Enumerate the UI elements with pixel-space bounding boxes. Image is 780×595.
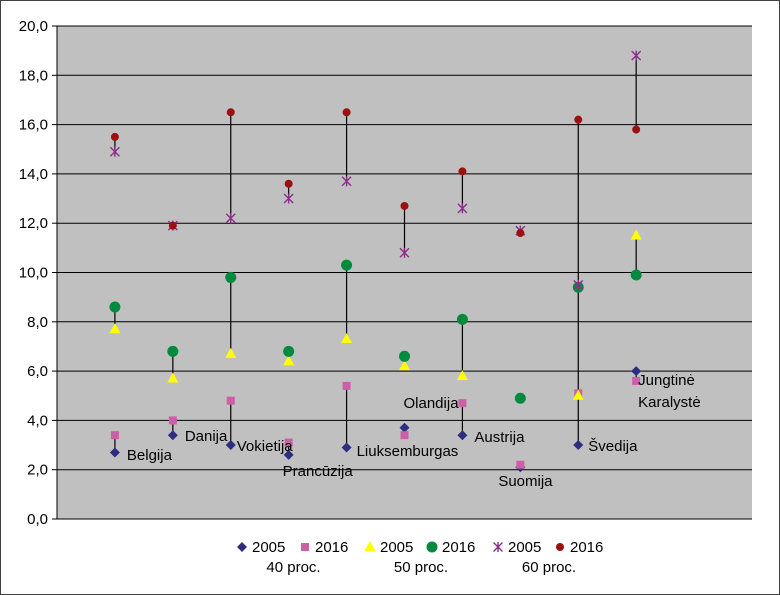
point-cross <box>341 176 352 187</box>
y-tick-label: 20,0 <box>19 18 48 35</box>
point-dot <box>342 108 351 117</box>
point-triangle <box>572 389 584 400</box>
point-cross <box>225 213 236 224</box>
point-circle <box>456 313 468 325</box>
legend-marker <box>556 543 564 551</box>
y-tick-label: 16,0 <box>19 117 48 134</box>
category-label: Austrija <box>474 429 525 447</box>
legend-group-label: 40 proc. <box>266 559 320 576</box>
point-dot <box>284 179 293 188</box>
category-label: Belgija <box>126 447 172 465</box>
point-diamond <box>573 440 584 451</box>
point-circle <box>399 350 410 362</box>
point-circle <box>341 259 353 271</box>
point-circle <box>514 392 526 404</box>
category-label: Jungtinė Karalystė <box>638 372 701 412</box>
point-triangle <box>341 333 353 344</box>
point-cross <box>573 279 584 290</box>
point-circle <box>167 345 179 357</box>
y-tick-label: 18,0 <box>19 67 48 84</box>
legend-label: 2005 <box>252 539 285 556</box>
point-triangle <box>399 360 410 371</box>
legend-label: 2016 <box>442 539 475 556</box>
point-dot <box>168 221 177 230</box>
category-label: Danija <box>184 428 228 446</box>
category-label: Olandija <box>403 394 459 412</box>
category-label: Suomija <box>498 473 553 491</box>
point-triangle <box>109 323 121 334</box>
point-triangle <box>630 229 642 240</box>
legend-label: 2016 <box>315 539 348 556</box>
point-diamond <box>283 449 294 460</box>
point-circle <box>109 301 121 313</box>
point-diamond <box>399 422 410 433</box>
point-diamond <box>631 366 642 377</box>
point-square <box>110 431 119 440</box>
point-circle <box>225 271 237 283</box>
point-circle <box>630 269 642 281</box>
point-square <box>632 376 641 385</box>
legend-marker <box>493 542 503 552</box>
y-tick-label: 2,0 <box>27 462 48 479</box>
legend-marker <box>426 541 438 553</box>
point-dot <box>574 115 583 124</box>
point-dot <box>632 125 641 134</box>
point-dot <box>110 132 119 141</box>
point-triangle <box>225 347 237 358</box>
y-tick-label: 12,0 <box>19 215 48 232</box>
legend-marker <box>237 542 247 552</box>
point-triangle <box>283 355 295 366</box>
point-square <box>516 460 525 469</box>
point-square <box>284 438 293 447</box>
y-tick-label: 0,0 <box>27 511 48 528</box>
point-diamond <box>457 430 468 441</box>
legend-marker <box>364 541 376 551</box>
point-cross <box>399 247 410 258</box>
category-label: Švedija <box>588 438 638 456</box>
point-dot <box>400 201 409 210</box>
legend-group-label: 60 proc. <box>522 559 576 576</box>
point-square <box>458 399 467 408</box>
point-square <box>400 431 409 440</box>
category-label: Liuksemburgas <box>356 442 459 460</box>
legend-group-label: 50 proc. <box>394 559 448 576</box>
legend-marker <box>301 543 309 551</box>
point-diamond <box>341 442 352 453</box>
point-cross <box>109 146 120 157</box>
point-cross <box>457 203 468 214</box>
y-tick-label: 6,0 <box>27 363 48 380</box>
category-label: Vokietija <box>236 438 293 456</box>
y-tick-label: 10,0 <box>19 265 48 282</box>
point-dot <box>226 108 235 117</box>
point-cross <box>631 50 642 61</box>
legend-label: 2016 <box>570 539 603 556</box>
y-tick-label: 14,0 <box>19 166 48 183</box>
point-circle <box>283 345 295 357</box>
point-diamond <box>225 440 236 451</box>
point-square <box>226 396 235 405</box>
y-tick-label: 8,0 <box>27 314 48 331</box>
point-triangle <box>167 372 179 383</box>
point-triangle <box>456 370 468 381</box>
legend-label: 2005 <box>508 539 541 556</box>
point-cross <box>283 193 294 204</box>
point-square <box>168 416 177 425</box>
point-diamond <box>167 430 178 441</box>
y-tick-label: 4,0 <box>27 412 48 429</box>
legend-label: 2005 <box>380 539 413 556</box>
point-dot <box>516 229 525 238</box>
point-square <box>342 381 351 390</box>
point-diamond <box>109 447 120 458</box>
point-dot <box>458 167 467 176</box>
category-label: Prancūzija <box>282 462 353 480</box>
